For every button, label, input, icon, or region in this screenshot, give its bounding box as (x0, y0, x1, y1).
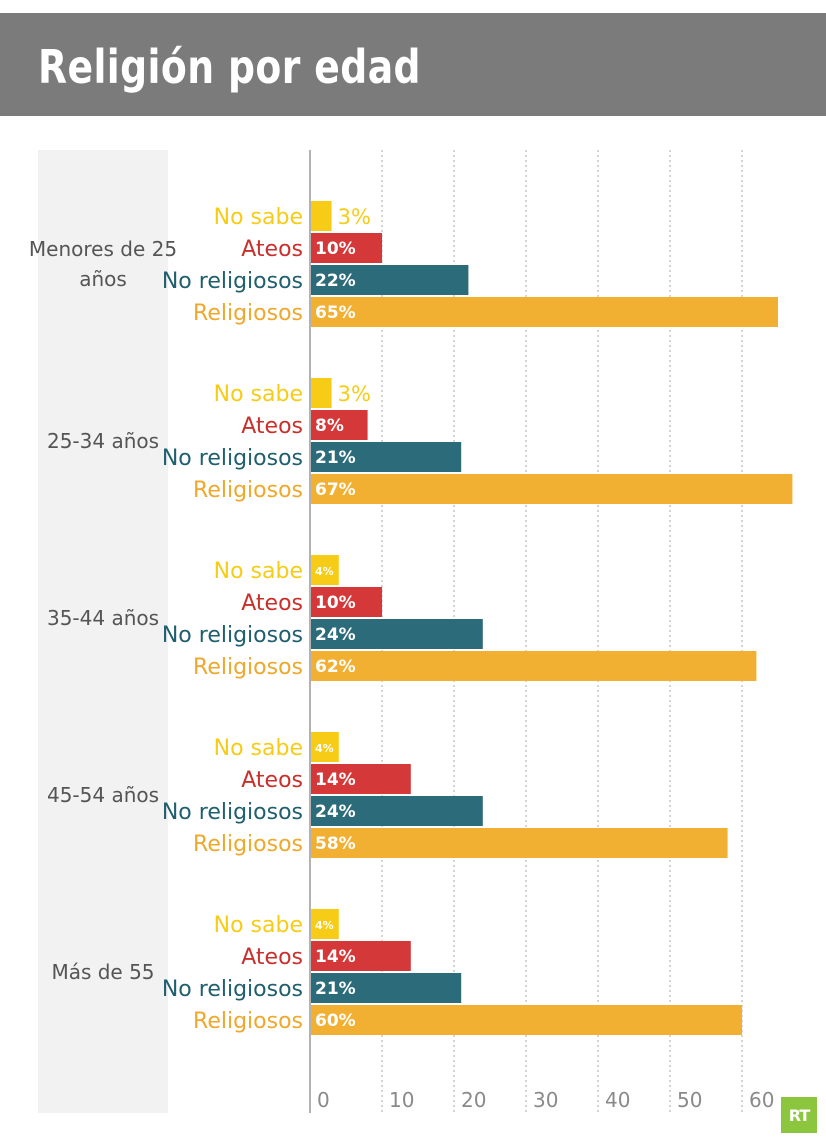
bar (311, 973, 462, 1003)
value-label: 10% (315, 593, 356, 613)
category-label: No sabe (214, 559, 303, 584)
bar (311, 828, 728, 858)
value-label: 62% (315, 657, 356, 677)
value-label: 4% (315, 565, 334, 578)
bar (311, 201, 332, 231)
bar (311, 732, 339, 762)
x-tick-label: 50 (677, 1088, 702, 1112)
category-label: No religiosos (162, 623, 303, 648)
category-label: Religiosos (193, 655, 303, 680)
bar (311, 796, 483, 826)
group-label-panel (38, 150, 168, 1113)
category-label: Ateos (241, 591, 303, 616)
category-label: No sabe (214, 382, 303, 407)
value-label: 60% (315, 1011, 356, 1031)
x-tick-label: 60 (749, 1088, 774, 1112)
age-group-label: años (79, 267, 127, 291)
value-label: 65% (315, 303, 356, 323)
value-label: 4% (315, 919, 334, 932)
value-label: 24% (315, 625, 356, 645)
age-group-label: Más de 55 (51, 960, 154, 984)
category-label: No religiosos (162, 800, 303, 825)
bar (311, 909, 339, 939)
category-label: Ateos (241, 414, 303, 439)
category-label: Ateos (241, 945, 303, 970)
category-label: Ateos (241, 237, 303, 262)
value-label: 22% (315, 271, 356, 291)
x-tick-label: 20 (461, 1088, 486, 1112)
category-label: Religiosos (193, 832, 303, 857)
bar (311, 1005, 742, 1035)
bar (311, 555, 339, 585)
bar (311, 619, 483, 649)
x-tick-label: 0 (317, 1088, 330, 1112)
x-tick-label: 10 (389, 1088, 414, 1112)
category-label: No sabe (214, 913, 303, 938)
bar (311, 378, 332, 408)
chart-title: Religión por edad (38, 40, 421, 94)
value-label: 4% (315, 742, 334, 755)
value-label: 21% (315, 979, 356, 999)
age-group-label: 25-34 años (47, 429, 159, 453)
value-label: 21% (315, 448, 356, 468)
x-tick-label: 40 (605, 1088, 630, 1112)
category-label: Religiosos (193, 301, 303, 326)
category-label: Ateos (241, 768, 303, 793)
age-group-label: Menores de 25 (29, 237, 177, 261)
bar (311, 764, 411, 794)
bar (311, 442, 462, 472)
category-label: No religiosos (162, 446, 303, 471)
category-label: No religiosos (162, 977, 303, 1002)
bar (311, 410, 368, 440)
value-label: 10% (315, 239, 356, 259)
bar (311, 651, 757, 681)
bar (311, 233, 382, 263)
bar (311, 297, 778, 327)
x-tick-label: 30 (533, 1088, 558, 1112)
value-label: 67% (315, 480, 356, 500)
value-label: 24% (315, 802, 356, 822)
category-label: No sabe (214, 205, 303, 230)
rt-logo: RT (781, 1097, 817, 1133)
value-label: 8% (315, 416, 344, 436)
value-label: 3% (338, 205, 371, 229)
value-label: 58% (315, 834, 356, 854)
bar (311, 587, 382, 617)
age-group-label: 35-44 años (47, 606, 159, 630)
category-label: No religiosos (162, 269, 303, 294)
category-label: No sabe (214, 736, 303, 761)
value-label: 3% (338, 382, 371, 406)
value-label: 14% (315, 770, 356, 790)
bar (311, 474, 793, 504)
category-label: Religiosos (193, 478, 303, 503)
age-group-label: 45-54 años (47, 783, 159, 807)
header-bar: Religión por edad (0, 13, 826, 116)
bar (311, 265, 469, 295)
bar (311, 941, 411, 971)
category-label: Religiosos (193, 1009, 303, 1034)
value-label: 14% (315, 947, 356, 967)
